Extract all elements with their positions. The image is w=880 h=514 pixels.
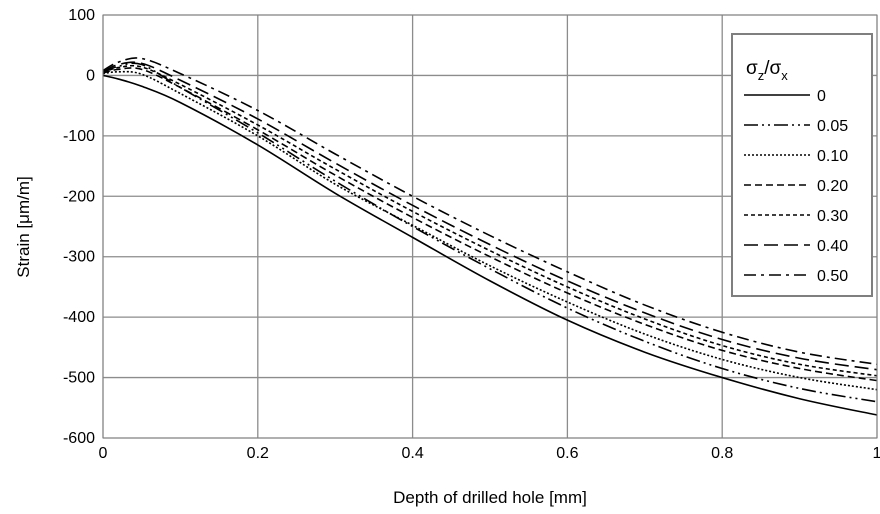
y-tick-label: -100 xyxy=(63,128,95,145)
x-tick-label: 0 xyxy=(99,445,108,462)
legend-title-slash-sigma: /σ xyxy=(764,58,781,79)
legend-label: 0.10 xyxy=(817,148,848,165)
y-tick-label: -500 xyxy=(63,370,95,387)
legend-label: 0.30 xyxy=(817,208,848,225)
y-tick-label: -400 xyxy=(63,309,95,326)
y-tick-label: -200 xyxy=(63,188,95,205)
series-layer xyxy=(102,57,878,416)
series-line-0-05 xyxy=(102,62,878,403)
plot-area-frame xyxy=(102,14,878,439)
legend: σz/σx 0 0.05 0.10 0.20 0.30 0.40 0.50 xyxy=(731,33,873,297)
y-axis-label: Strain [μm/m] xyxy=(14,176,33,277)
x-tick-label: 0.8 xyxy=(711,445,733,462)
legend-label: 0.05 xyxy=(817,118,848,135)
legend-title-sigma-z: σ xyxy=(746,58,758,79)
legend-title-sub-z: z xyxy=(758,68,765,83)
x-axis-label: Depth of drilled hole [mm] xyxy=(393,488,587,507)
series-line-0-40 xyxy=(102,61,878,371)
y-tick-label: 0 xyxy=(86,67,95,84)
legend-title: σz/σx xyxy=(746,58,788,83)
legend-label: 0.20 xyxy=(817,178,848,195)
legend-label: 0 xyxy=(817,88,826,105)
x-tick-label: 0.4 xyxy=(401,445,423,462)
x-tick-label: 1 xyxy=(873,445,880,462)
series-line-0-20 xyxy=(102,67,878,382)
legend-items: 0 0.05 0.10 0.20 0.30 0.40 0.50 xyxy=(744,88,848,285)
series-line-0 xyxy=(102,74,878,416)
series-line-0-50 xyxy=(102,57,878,366)
legend-title-sub-x: x xyxy=(781,68,788,83)
legend-box xyxy=(731,33,873,297)
legend-label: 0.50 xyxy=(817,268,848,285)
x-tick-labels: 0 0.2 0.4 0.6 0.8 1 xyxy=(99,445,880,462)
y-tick-label: -300 xyxy=(63,249,95,266)
y-tick-labels: 100 0 -100 -200 -300 -400 -500 -600 xyxy=(63,7,95,447)
y-tick-label: 100 xyxy=(68,7,95,24)
y-tick-label: -600 xyxy=(63,430,95,447)
legend-label: 0.40 xyxy=(817,238,848,255)
x-tick-label: 0.2 xyxy=(247,445,269,462)
x-tick-label: 0.6 xyxy=(556,445,578,462)
